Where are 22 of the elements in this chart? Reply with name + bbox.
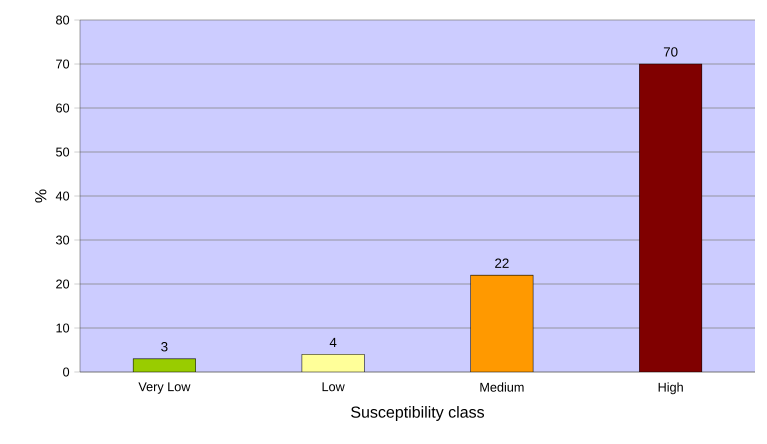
- data-label: 3: [161, 342, 168, 352]
- data-label: 22: [495, 258, 509, 268]
- x-tick-label: Very Low: [138, 382, 190, 394]
- data-label: 4: [330, 338, 336, 348]
- y-tick-label: 10: [56, 324, 70, 332]
- y-tick-label: 70: [56, 60, 70, 68]
- y-tick-label: 40: [56, 192, 70, 200]
- x-axis-title: Susceptibility class: [351, 406, 484, 421]
- y-axis-title: %: [35, 189, 46, 203]
- x-tick-label: High: [658, 382, 683, 394]
- y-tick-label: 80: [56, 16, 70, 24]
- bar: [302, 354, 365, 372]
- bar: [470, 274, 534, 372]
- y-tick-label: 0: [63, 368, 70, 376]
- data-label: 70: [664, 47, 678, 57]
- y-tick-label: 50: [56, 148, 70, 156]
- x-tick-label: Low: [322, 382, 345, 392]
- y-tick-label: 60: [56, 104, 70, 112]
- x-tick-label: Medium: [480, 382, 524, 392]
- bar: [639, 64, 702, 372]
- y-tick-label: 20: [56, 280, 70, 288]
- y-tick-label: 30: [56, 236, 70, 244]
